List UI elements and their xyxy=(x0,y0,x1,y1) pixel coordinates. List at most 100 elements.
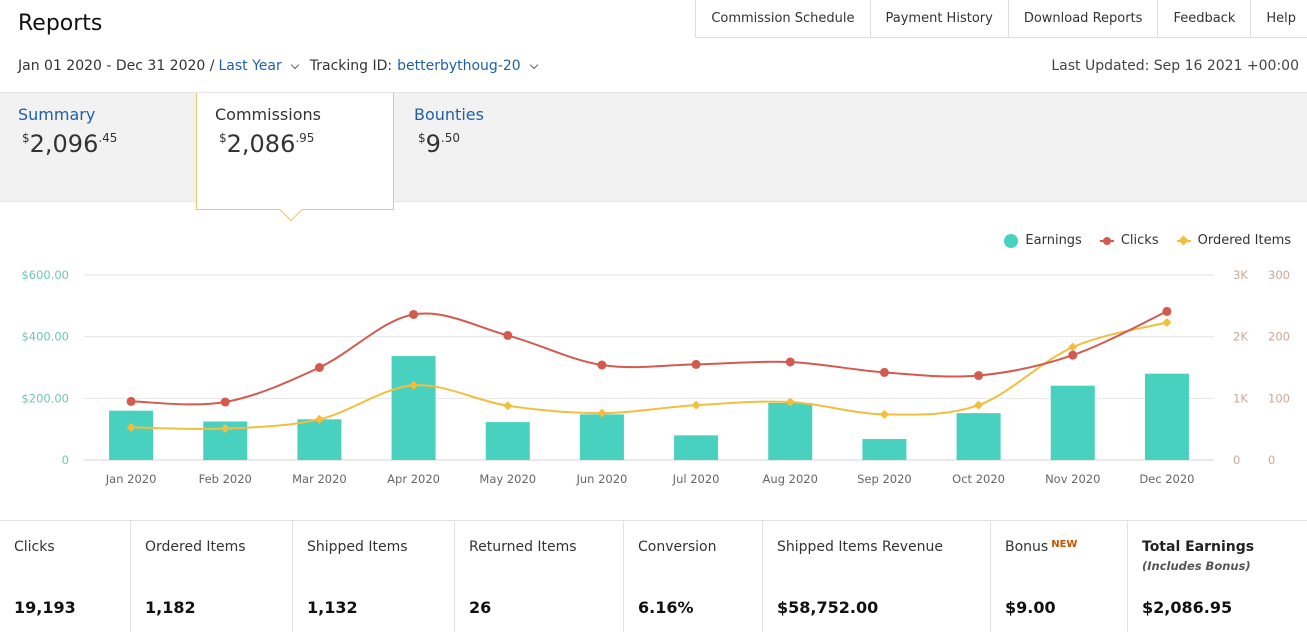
download-reports-button[interactable]: Download Reports xyxy=(1008,0,1159,37)
earnings-bar xyxy=(674,435,719,460)
clicks-point xyxy=(974,371,984,381)
stat-value: $9.00 xyxy=(1005,598,1056,617)
stat-label: Bonus NEW xyxy=(1005,539,1078,555)
tracking-id-selector[interactable]: betterbythoug-20 xyxy=(397,58,521,74)
summary-amount: $2,096.45 xyxy=(22,130,118,158)
ordered-items-point xyxy=(1162,317,1172,328)
chevron-down-icon[interactable] xyxy=(290,60,299,69)
ordered-items-point xyxy=(1068,342,1078,352)
report-header: Reports Commission Schedule Payment Hist… xyxy=(0,0,1307,92)
tab-bounties[interactable]: Bounties $9.50 xyxy=(396,93,592,203)
stat-value: 26 xyxy=(469,598,492,617)
commissions-amount: $2,086.95 xyxy=(219,130,315,158)
tab-summary[interactable]: Summary $2,096.45 xyxy=(0,93,196,203)
tab-label: Commissions xyxy=(215,105,321,124)
legend-label: Ordered Items xyxy=(1197,233,1291,248)
stat-value: $58,752.00 xyxy=(777,598,879,617)
stat-sublabel: (Includes Bonus) xyxy=(1142,559,1251,573)
earnings-chart: Earnings Clicks Ordered Items 0 0 0 $200.00… xyxy=(0,203,1307,520)
earnings-bar xyxy=(768,402,813,460)
right-axis-tick: 3K xyxy=(1233,268,1248,282)
legend-label: Clicks xyxy=(1120,233,1159,248)
clicks-point xyxy=(597,360,607,370)
stat-returned-items: Returned Items 26 xyxy=(455,521,624,632)
earnings-bar xyxy=(1050,385,1095,460)
ordered-items-line xyxy=(131,321,1168,430)
right-axis2-tick: 200 xyxy=(1268,330,1290,344)
stats-bar: Clicks 19,193 Ordered Items 1,182 Shippe… xyxy=(0,520,1307,632)
x-axis-tick: Dec 2020 xyxy=(1139,472,1194,486)
legend-ordered-items[interactable]: Ordered Items xyxy=(1176,233,1291,248)
date-range-text: Jan 01 2020 - Dec 31 2020 / xyxy=(18,58,215,74)
stat-label: Ordered Items xyxy=(145,539,246,555)
left-axis-tick: $600.00 xyxy=(21,268,69,282)
stat-value: 19,193 xyxy=(14,598,76,617)
left-axis-tick: 0 xyxy=(62,453,69,467)
x-axis-tick: May 2020 xyxy=(479,472,536,486)
x-axis-tick: Mar 2020 xyxy=(292,472,347,486)
x-axis-tick: Apr 2020 xyxy=(387,472,440,486)
stat-label: Returned Items xyxy=(469,539,577,555)
legend-clicks[interactable]: Clicks xyxy=(1099,233,1159,248)
stat-ordered-items: Ordered Items 1,182 xyxy=(131,521,293,632)
earnings-bar xyxy=(297,419,342,460)
bounties-amount: $9.50 xyxy=(418,130,461,158)
stat-label: Shipped Items Revenue xyxy=(777,539,943,555)
earnings-bar xyxy=(956,413,1001,460)
earnings-bar xyxy=(1144,373,1189,460)
feedback-button[interactable]: Feedback xyxy=(1158,0,1252,37)
x-axis-tick: Oct 2020 xyxy=(952,472,1005,486)
earnings-bar xyxy=(485,422,530,460)
clicks-point xyxy=(879,367,889,377)
clicks-point xyxy=(220,397,230,407)
tab-label: Summary xyxy=(18,105,96,124)
clicks-line xyxy=(131,310,1168,406)
x-axis-tick: Sep 2020 xyxy=(857,472,912,486)
left-axis-tick: $400.00 xyxy=(21,330,69,344)
stat-value: 1,182 xyxy=(145,598,196,617)
stat-label: Clicks xyxy=(14,539,55,555)
chart-canvas: 0 0 0 $200.00 1K 100 $400.00 2K 200 $600.00 3K 300 J… xyxy=(21,268,1290,486)
stat-total-earnings: Total Earnings (Includes Bonus) $2,086.9… xyxy=(1128,521,1307,632)
clicks-point xyxy=(409,309,419,319)
right-axis2-tick: 300 xyxy=(1268,268,1290,282)
stat-shipped-items: Shipped Items 1,132 xyxy=(293,521,455,632)
summary-tabs: Summary $2,096.45 Commissions $2,086.95 … xyxy=(0,92,1307,222)
right-axis2-tick: 100 xyxy=(1268,391,1290,405)
stat-value: 6.16% xyxy=(638,598,694,617)
last-updated-text: Last Updated: Sep 16 2021 +00:00 xyxy=(1051,58,1299,74)
period-selector[interactable]: Last Year xyxy=(218,58,282,74)
tab-label: Bounties xyxy=(414,105,484,124)
tab-commissions[interactable]: Commissions $2,086.95 xyxy=(196,93,394,222)
x-axis-tick: Feb 2020 xyxy=(199,472,252,486)
x-axis-tick: Jan 2020 xyxy=(105,472,157,486)
earnings-bar xyxy=(109,410,154,460)
page-title: Reports xyxy=(18,11,103,36)
x-axis-tick: Jun 2020 xyxy=(575,472,627,486)
chart-legend: Earnings Clicks Ordered Items xyxy=(986,233,1291,248)
stat-label: Conversion xyxy=(638,539,717,555)
commission-schedule-button[interactable]: Commission Schedule xyxy=(696,0,871,37)
right-axis-tick: 2K xyxy=(1233,330,1248,344)
clicks-point xyxy=(314,363,324,372)
ordered-items-point xyxy=(126,422,136,432)
x-axis-tick: Nov 2020 xyxy=(1045,472,1100,486)
clicks-legend-icon xyxy=(1099,236,1114,245)
clicks-point xyxy=(785,357,795,367)
clicks-point xyxy=(1162,306,1172,316)
help-button[interactable]: Help xyxy=(1251,0,1307,37)
ordered-items-legend-icon xyxy=(1176,239,1191,242)
payment-history-button[interactable]: Payment History xyxy=(870,0,1009,37)
new-badge: NEW xyxy=(1051,539,1078,550)
clicks-point xyxy=(503,330,513,340)
legend-earnings[interactable]: Earnings xyxy=(1004,233,1082,248)
clicks-point xyxy=(691,359,701,369)
ordered-items-point xyxy=(879,409,889,419)
ordered-items-point xyxy=(691,400,701,410)
top-nav: Commission Schedule Payment History Down… xyxy=(695,0,1307,38)
earnings-legend-icon xyxy=(1004,233,1019,248)
ordered-items-point xyxy=(503,401,513,411)
ordered-items-point xyxy=(220,424,230,434)
chevron-down-icon[interactable] xyxy=(529,60,538,69)
x-axis-tick: Aug 2020 xyxy=(763,472,818,486)
